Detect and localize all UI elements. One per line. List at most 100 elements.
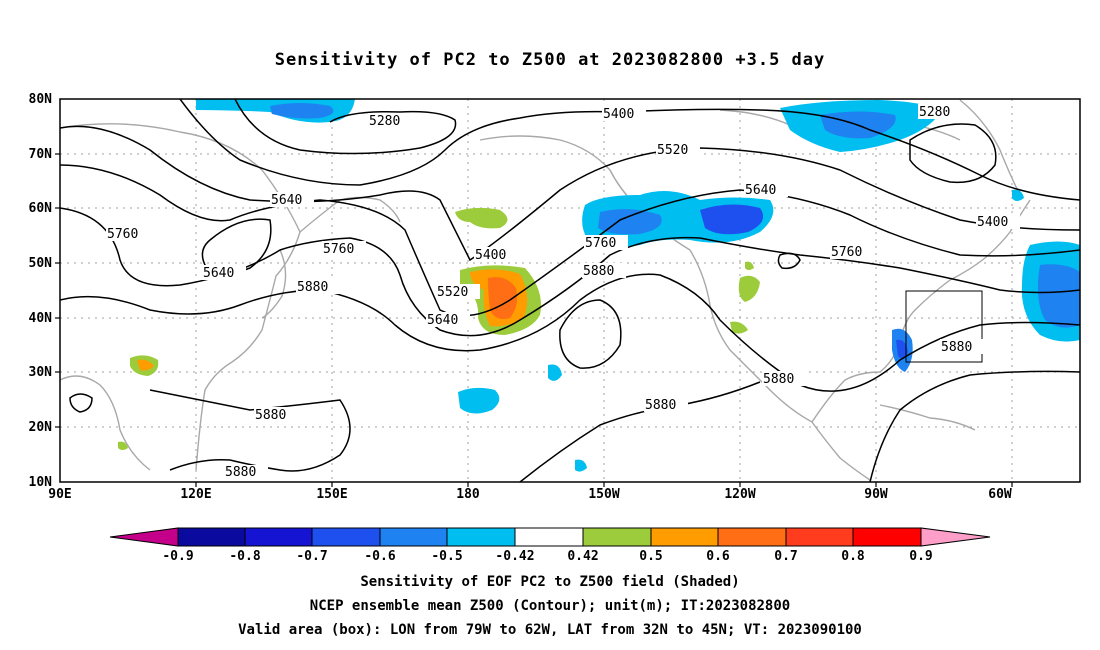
neg-core-us-east [896, 339, 908, 359]
colorbar-label: 0.8 [841, 549, 865, 564]
lat-axis: 10N 20N 30N 40N 50N 60N 70N 80N [29, 92, 53, 490]
lat-label: 50N [29, 256, 53, 271]
pos-blob-us-west [738, 275, 760, 302]
colorbar-label: -0.6 [364, 549, 395, 564]
axis-ticks [55, 153, 1013, 487]
lon-label: 150W [588, 487, 619, 502]
lat-label: 70N [29, 147, 53, 162]
colorbar-bin [379, 527, 448, 547]
contour-5880-atlantic [869, 370, 1080, 482]
coast-caribbean [879, 404, 976, 431]
colorbar-labels: -0.9 -0.8 -0.7 -0.6 -0.5 -0.42 0.42 0.5 … [162, 549, 932, 564]
contour-5640-closed-asia [201, 218, 272, 274]
contour-5880-east-pacific [519, 381, 761, 482]
colorbar-high-arrow [920, 527, 991, 547]
colorbar-label: 0.6 [706, 549, 730, 564]
map-content: 5280 5400 5520 5640 5280 5760 5640 5760 … [60, 99, 1080, 482]
neg-core-atlantic [1037, 264, 1080, 328]
lat-label: 20N [29, 420, 53, 435]
neg-blob-central-pacific [458, 387, 500, 414]
caption-line-2: NCEP ensemble mean Z500 (Contour); unit(… [309, 598, 791, 614]
contour-label: 5520 [437, 285, 468, 300]
colorbar-bin [650, 527, 719, 547]
colorbar-bin [785, 527, 854, 547]
lon-axis: 90E 120E 150E 180 150W 120W 90W 60W [48, 487, 1012, 502]
gridlines [60, 99, 1080, 482]
contour-5640-a [60, 164, 1080, 317]
colorbar-bin [514, 527, 584, 547]
contour-label: 5400 [475, 248, 506, 263]
contour-5760-small [777, 252, 801, 270]
coast-north-america-east [949, 199, 1031, 281]
coast-gulf-mexico [811, 279, 951, 423]
contour-label: 5880 [941, 340, 972, 355]
lon-label: 90E [48, 487, 71, 502]
coastlines [60, 99, 1031, 481]
colorbar-bin [582, 527, 652, 547]
sensitivity-shading [118, 99, 1080, 472]
colorbar-low-arrow [109, 527, 179, 547]
coast-central-america [811, 421, 871, 481]
contour-label: 5640 [271, 193, 302, 208]
contour-5880-asia-south [149, 389, 351, 472]
colorbar-label: -0.42 [495, 549, 534, 564]
contour-labels: 5280 5400 5520 5640 5280 5760 5640 5760 … [106, 104, 1020, 423]
contour-label: 5640 [427, 313, 458, 328]
pos-blob-aleutian-west [455, 207, 508, 229]
colorbar-bin [311, 527, 381, 547]
neg-core-arctic-west [270, 103, 334, 119]
contour-label: 5880 [297, 280, 328, 295]
lat-label: 30N [29, 365, 53, 380]
contour-5400-a [179, 99, 1080, 201]
colorbar-label: 0.42 [567, 549, 598, 564]
colorbar [109, 527, 991, 547]
pos-dot-2 [745, 261, 754, 270]
colorbar-bin [852, 527, 922, 547]
z500-contours [60, 99, 1080, 482]
contour-closed-small-1 [69, 393, 93, 413]
map-title: Sensitivity of PC2 to Z500 at 2023082800… [274, 50, 826, 70]
pos-dot-1 [118, 441, 128, 450]
lon-label: 90W [864, 487, 888, 502]
colorbar-bin [244, 527, 313, 547]
contour-label: 5880 [763, 372, 794, 387]
colorbar-bin [446, 527, 516, 547]
contour-label: 5280 [369, 114, 400, 129]
lat-label: 60N [29, 201, 53, 216]
contour-label: 5880 [225, 465, 256, 480]
contour-label: 5640 [745, 183, 776, 198]
lon-label: 180 [456, 487, 480, 502]
coast-kamchatka [299, 196, 401, 233]
colorbar-bin [177, 527, 246, 547]
neg-dot-2 [575, 459, 587, 472]
contour-5520-a [60, 125, 1080, 262]
contour-label: 5760 [107, 227, 138, 242]
colorbar-label: -0.5 [431, 549, 462, 564]
contour-label: 5400 [977, 215, 1008, 230]
lat-label: 40N [29, 311, 53, 326]
lon-label: 60W [988, 487, 1012, 502]
neg-core-n-pacific-1 [598, 209, 662, 235]
map-frame [59, 98, 1081, 483]
contour-label: 5640 [203, 266, 234, 281]
colorbar-label: 0.7 [774, 549, 797, 564]
contour-label: 5280 [919, 105, 950, 120]
coast-greenland [959, 99, 1021, 196]
colorbar-label: 0.5 [639, 549, 662, 564]
contour-label: 5520 [657, 143, 688, 158]
contour-5880-a [60, 273, 1080, 392]
colorbar-label: -0.8 [229, 549, 260, 564]
contour-5880-pacific-sub [559, 299, 622, 369]
coast-asia-south [60, 375, 151, 471]
lon-label: 120W [724, 487, 755, 502]
pos-blob-mexico [730, 321, 748, 334]
contour-label: 5880 [583, 264, 614, 279]
coast-asia-east [60, 123, 301, 471]
neg-core-n-pacific-2 [700, 204, 764, 235]
lat-label: 80N [29, 92, 53, 107]
colorbar-bin [717, 527, 787, 547]
lon-label: 120E [180, 487, 211, 502]
contour-label: 5880 [645, 398, 676, 413]
neg-dot-3 [1012, 189, 1024, 201]
